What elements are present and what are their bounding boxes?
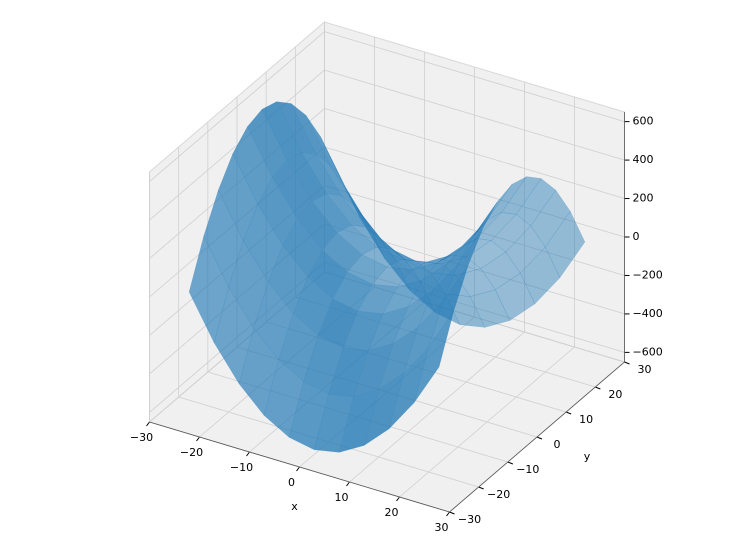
z-tick-label: 600 xyxy=(633,115,654,128)
surface-facet xyxy=(530,189,571,248)
x-tick xyxy=(446,511,450,517)
y-tick xyxy=(536,436,543,440)
y-tick xyxy=(565,411,572,415)
surface-facet xyxy=(428,264,469,348)
y-tick-label: −20 xyxy=(487,488,510,501)
surface-facet xyxy=(501,176,542,215)
surface-facet xyxy=(490,213,532,253)
y-tick-label: 0 xyxy=(554,438,561,451)
surface-facet xyxy=(515,178,557,227)
y-tick xyxy=(595,386,601,390)
grid-line xyxy=(324,146,625,238)
surface-facet xyxy=(505,225,546,274)
surface-facet xyxy=(218,152,259,242)
y-tick xyxy=(449,511,455,515)
x-tick-label: 30 xyxy=(435,521,449,534)
surface-facet xyxy=(465,240,507,269)
surface-facet xyxy=(228,240,269,329)
surface-facet xyxy=(443,228,484,301)
y-tick-label: 30 xyxy=(638,363,652,376)
y-tick-label: −10 xyxy=(516,463,539,476)
axis-line xyxy=(149,421,450,513)
x-tick xyxy=(246,451,250,457)
grid-line xyxy=(324,69,625,161)
surface-facet xyxy=(480,251,521,291)
grid-line xyxy=(149,31,325,182)
x-tick-label: −20 xyxy=(180,446,203,459)
grid-line xyxy=(324,31,625,122)
surface-facet xyxy=(455,268,496,297)
x-tick xyxy=(196,436,200,442)
y-tick xyxy=(507,461,514,465)
grid-line xyxy=(149,69,325,221)
x-tick-label: −30 xyxy=(130,431,153,444)
y-tick xyxy=(478,486,484,490)
x-tick-label: 20 xyxy=(385,506,399,519)
x-tick xyxy=(346,481,350,487)
grid-line xyxy=(324,185,625,276)
x-tick xyxy=(146,421,150,427)
surface-facet xyxy=(494,272,536,321)
x-tick-label: 0 xyxy=(288,476,295,489)
z-tick-label: 400 xyxy=(633,153,654,166)
y-tick-label: −30 xyxy=(458,513,481,526)
y-axis-label: y xyxy=(584,450,591,463)
axis-line xyxy=(449,361,625,513)
surface-facet xyxy=(520,246,561,305)
surface-facet xyxy=(476,212,517,241)
y-tick xyxy=(624,361,630,365)
z-tick-label: −200 xyxy=(633,268,663,281)
z-tick-label: 0 xyxy=(633,230,640,243)
x-tick-label: −10 xyxy=(230,461,253,474)
surface-facet xyxy=(457,201,498,265)
x-tick xyxy=(296,466,300,472)
y-tick-label: 20 xyxy=(608,388,622,401)
x-tick xyxy=(396,496,400,502)
grid-line xyxy=(324,108,625,199)
z-tick-label: −400 xyxy=(633,307,663,320)
x-tick-label: 10 xyxy=(335,491,349,504)
surface-facet xyxy=(545,210,586,279)
surface-facet xyxy=(243,203,284,283)
x-axis-label: x xyxy=(291,500,298,513)
z-tick-label: −600 xyxy=(633,345,663,358)
surface-facet xyxy=(203,189,244,288)
y-tick-label: 10 xyxy=(579,413,593,426)
z-tick-label: 200 xyxy=(633,192,654,205)
surface-facet xyxy=(469,289,511,328)
